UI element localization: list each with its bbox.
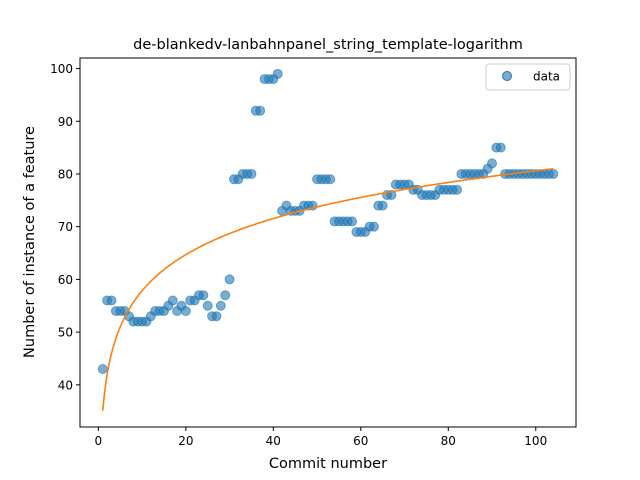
y-tick-label: 40: [58, 378, 73, 392]
legend-marker: [502, 71, 512, 81]
data-point: [106, 295, 117, 306]
data-point: [202, 300, 213, 311]
chart-title: de-blankedv-lanbahnpanel_string_template…: [133, 37, 523, 53]
data-point: [368, 221, 379, 232]
data-point: [220, 290, 231, 301]
fit-line-layer: [101, 167, 554, 411]
x-tick-label: 0: [95, 434, 103, 448]
legend: data: [485, 63, 571, 91]
data-point: [347, 216, 358, 227]
data-point: [548, 168, 559, 179]
x-tick-label: 80: [441, 434, 456, 448]
data-point: [495, 142, 506, 153]
data-point: [272, 68, 283, 79]
data-point: [97, 364, 108, 375]
y-tick-label: 50: [58, 326, 73, 340]
y-tick-label: 60: [58, 273, 73, 287]
data-point: [377, 200, 388, 211]
data-point: [487, 158, 498, 169]
x-tick-label: 100: [524, 434, 547, 448]
data-point: [198, 290, 209, 301]
data-point: [246, 168, 257, 179]
y-tick-label: 80: [58, 167, 73, 181]
x-tick-label: 20: [178, 434, 193, 448]
data-point: [325, 174, 336, 185]
y-tick-label: 70: [58, 220, 73, 234]
x-tick-label: 40: [266, 434, 281, 448]
x-axis-label: Commit number: [269, 456, 387, 472]
data-point: [215, 300, 226, 311]
y-tick-label: 90: [58, 115, 73, 129]
data-point: [224, 274, 235, 285]
x-axis: 0 20 40 60 80 100: [95, 427, 547, 448]
data-point: [180, 306, 191, 317]
y-axis-label: Number of instance of a feature: [22, 126, 38, 358]
data-point: [211, 311, 222, 322]
legend-label: data: [533, 70, 560, 84]
plot-area: [80, 58, 576, 427]
data-point: [167, 295, 178, 306]
legend-box: [485, 63, 571, 91]
y-axis: 40 50 60 70 80 90 100: [50, 62, 80, 392]
plot-frame: [79, 57, 577, 428]
data-point: [452, 184, 463, 195]
data-point: [255, 105, 266, 116]
fit-line: [101, 167, 554, 411]
x-tick-label: 60: [353, 434, 368, 448]
y-tick-label: 100: [50, 62, 73, 76]
